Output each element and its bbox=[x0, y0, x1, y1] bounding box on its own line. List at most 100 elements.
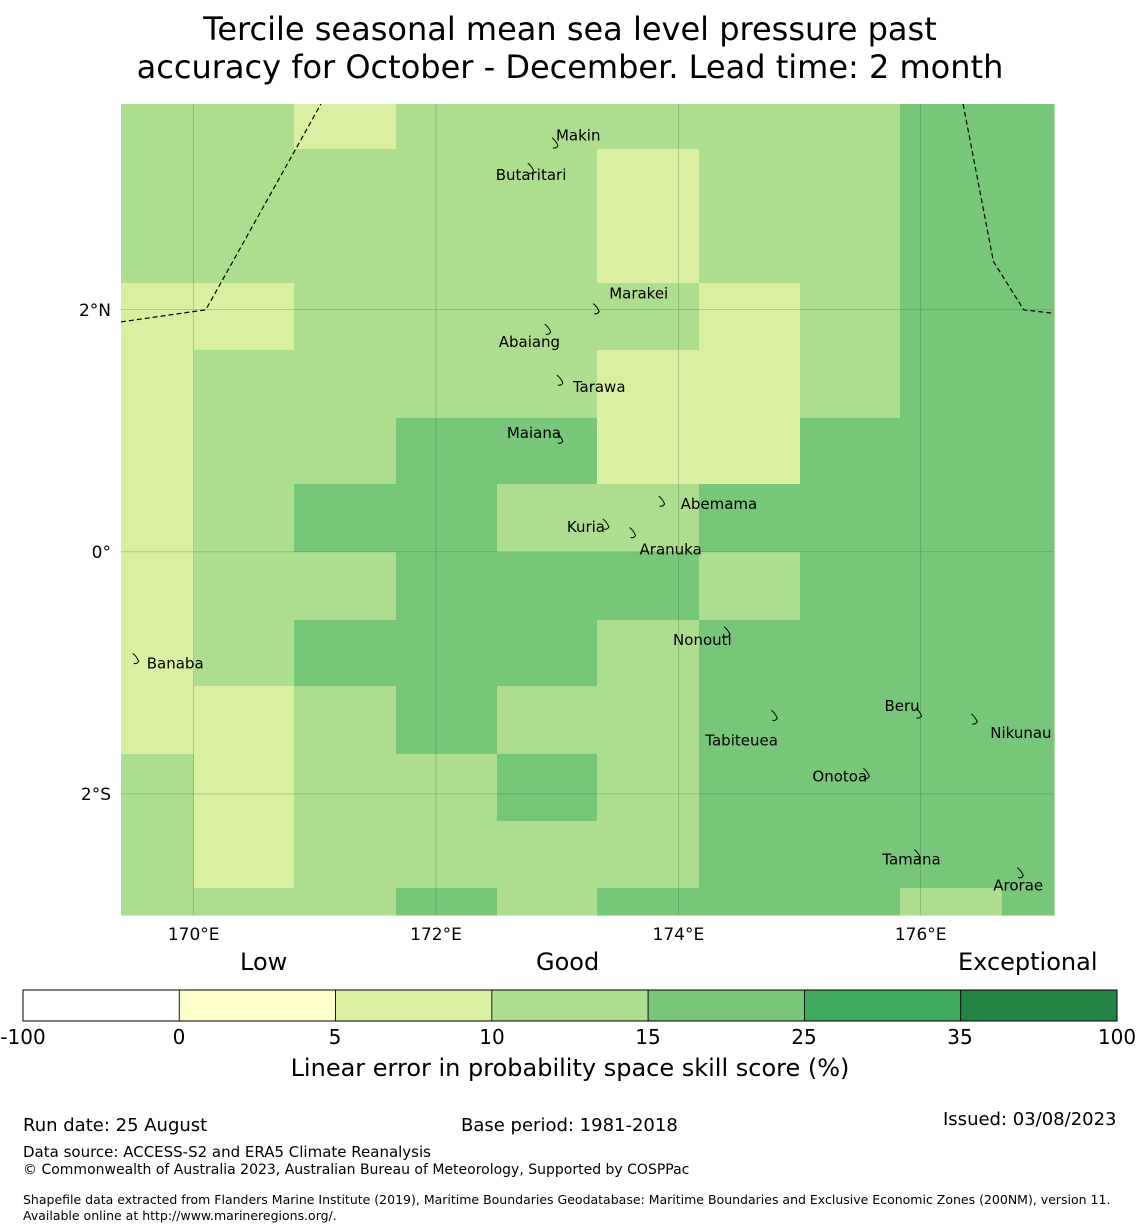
island-outline bbox=[592, 303, 600, 315]
skill-cell bbox=[194, 418, 295, 485]
lon-tick-label: 170°E bbox=[168, 925, 220, 945]
skill-cell bbox=[900, 149, 1003, 284]
skill-cell bbox=[800, 620, 901, 687]
skill-cell bbox=[1002, 686, 1055, 755]
skill-cell bbox=[800, 754, 901, 822]
skill-cell bbox=[900, 686, 1003, 755]
skill-cell bbox=[800, 888, 901, 916]
island-label: Arorae bbox=[993, 877, 1043, 895]
skill-cell bbox=[1002, 104, 1055, 150]
skill-cell bbox=[800, 149, 901, 284]
lon-tick-label: 172°E bbox=[410, 925, 462, 945]
skill-cell bbox=[497, 484, 598, 553]
island-outline bbox=[1016, 867, 1024, 879]
skill-cell bbox=[294, 754, 397, 822]
island-outline bbox=[602, 518, 610, 530]
island-outline bbox=[723, 626, 731, 638]
skill-cell bbox=[194, 149, 295, 284]
island-outline bbox=[629, 527, 637, 539]
skill-cell bbox=[800, 484, 901, 553]
skill-cell bbox=[497, 350, 598, 419]
skill-cell bbox=[194, 821, 295, 889]
skill-cell bbox=[194, 552, 295, 621]
skill-cell bbox=[121, 754, 195, 822]
colorbar-bin bbox=[22, 989, 180, 1022]
island-outline bbox=[544, 323, 552, 335]
island-label: Marakei bbox=[609, 285, 668, 303]
island-outline bbox=[556, 432, 564, 444]
skill-cell bbox=[597, 686, 700, 755]
skill-cell bbox=[194, 484, 295, 553]
skill-cell bbox=[194, 686, 295, 755]
island-outline bbox=[771, 709, 778, 722]
skill-cell bbox=[597, 620, 700, 687]
island-label: Tabiteuea bbox=[704, 731, 778, 749]
skill-cell bbox=[1002, 620, 1055, 687]
skill-cell bbox=[1002, 350, 1055, 419]
skill-cell bbox=[121, 104, 195, 150]
skill-cell bbox=[699, 418, 801, 485]
skill-cell bbox=[194, 350, 295, 419]
skill-cell bbox=[294, 350, 397, 419]
skill-cell bbox=[800, 821, 901, 889]
skill-cell bbox=[597, 754, 700, 822]
colorbar-tick-label: 0 bbox=[172, 1025, 186, 1049]
skill-cell bbox=[699, 552, 801, 621]
skill-cell bbox=[121, 283, 195, 351]
skill-cell bbox=[1002, 754, 1055, 822]
skill-cell bbox=[497, 686, 598, 755]
skill-cell bbox=[900, 821, 1003, 889]
island-label: Beru bbox=[885, 697, 920, 715]
colorbar-label: Linear error in probability space skill … bbox=[290, 1054, 850, 1082]
island-label: Abemama bbox=[681, 495, 758, 513]
island-label: Banaba bbox=[147, 654, 204, 672]
island-label: Abaiang bbox=[499, 333, 560, 351]
skill-cell bbox=[1002, 552, 1055, 621]
skill-cell bbox=[497, 888, 598, 916]
skill-cell bbox=[121, 484, 195, 553]
skill-cell bbox=[396, 484, 498, 553]
skill-cell bbox=[294, 283, 397, 351]
skill-cell bbox=[497, 418, 598, 485]
colorbar-bin bbox=[804, 989, 962, 1022]
skill-cell bbox=[396, 552, 498, 621]
island-outline bbox=[132, 652, 140, 665]
title-line-2: accuracy for October - December. Lead ti… bbox=[136, 48, 1004, 86]
eez-boundary-west bbox=[120, 103, 322, 323]
skill-cell bbox=[800, 283, 901, 351]
skill-cell bbox=[121, 418, 195, 485]
chart-title: Tercile seasonal mean sea level pressure… bbox=[0, 10, 1140, 86]
title-line-1: Tercile seasonal mean sea level pressure… bbox=[203, 10, 937, 48]
lon-tick-label: 176°E bbox=[895, 925, 947, 945]
skill-cell bbox=[194, 754, 295, 822]
skill-cell bbox=[699, 754, 801, 822]
skill-cell bbox=[699, 350, 801, 419]
island-outline bbox=[556, 374, 564, 386]
skill-cell bbox=[597, 149, 700, 284]
skill-cell bbox=[1002, 821, 1055, 889]
skill-cell bbox=[396, 686, 498, 755]
island-label: Aranuka bbox=[640, 540, 702, 558]
lat-tick-label: 0° bbox=[92, 543, 111, 563]
skill-cell bbox=[900, 104, 1003, 150]
island-outline bbox=[863, 767, 870, 780]
skill-cell bbox=[900, 888, 1003, 916]
island-label: Tarawa bbox=[572, 378, 626, 396]
island-label: Butaritari bbox=[496, 166, 567, 184]
colorbar-bin bbox=[960, 989, 1118, 1022]
colorbar-frame bbox=[22, 989, 1118, 1022]
skill-cell bbox=[699, 620, 801, 687]
skill-cell bbox=[699, 686, 801, 755]
skill-cell bbox=[1002, 888, 1055, 916]
skill-cell bbox=[396, 104, 498, 150]
skill-cell bbox=[597, 484, 700, 553]
colorbar-tick-label: 15 bbox=[635, 1025, 661, 1049]
island-label: Nonouti bbox=[673, 631, 732, 649]
skill-cell bbox=[294, 620, 397, 687]
skill-cell bbox=[497, 620, 598, 687]
skill-cell bbox=[699, 104, 801, 150]
lat-tick-label: 2°N bbox=[79, 301, 111, 321]
skill-cell bbox=[194, 104, 295, 150]
skill-cell bbox=[396, 821, 498, 889]
